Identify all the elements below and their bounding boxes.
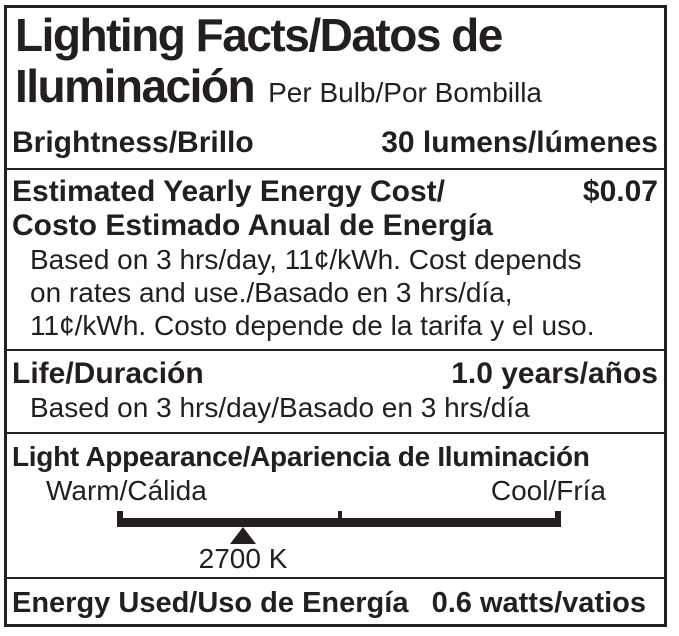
energy-cost-note-line2: on rates and use./Basado en 3 hrs/día, xyxy=(30,277,513,308)
life-value: 1.0 years/años xyxy=(451,357,658,390)
scale-bar xyxy=(117,518,561,527)
life-note: Based on 3 hrs/day/Basado en 3 hrs/día xyxy=(30,392,530,423)
energy-cost-note-line1: Based on 3 hrs/day, 11¢/kWh. Cost depend… xyxy=(30,244,582,275)
energy-cost-note-line3: 11¢/kWh. Costo depende de la tarifa y el… xyxy=(30,310,595,341)
label-title-line1: Lighting Facts/Datos de xyxy=(15,9,503,61)
energy-cost-label-es: Costo Estimado Anual de Energía xyxy=(12,209,493,242)
life-section: Life/Duración 1.0 years/años Based on 3 … xyxy=(7,351,664,434)
energy-cost-label-en: Estimated Yearly Energy Cost/ xyxy=(12,175,445,208)
energy-used-row: Energy Used/Uso de Energía 0.6 watts/vat… xyxy=(7,579,664,624)
kelvin-scale: 2700 K xyxy=(12,507,658,577)
label-header: Lighting Facts/Datos de Iluminación Per … xyxy=(7,8,664,112)
light-appearance-section: Light Appearance/Apariencia de Iluminaci… xyxy=(7,434,664,579)
life-label: Life/Duración xyxy=(12,357,204,390)
marker-triangle-icon xyxy=(230,527,256,544)
kelvin-value: 2700 K xyxy=(198,543,288,574)
energy-used-label: Energy Used/Uso de Energía xyxy=(12,587,409,619)
energy-used-value: 0.6 watts/vatios xyxy=(431,587,646,619)
brightness-value: 30 lumens/lúmenes xyxy=(381,126,658,159)
lighting-facts-label: Lighting Facts/Datos de Iluminación Per … xyxy=(4,5,667,627)
brightness-label: Brightness/Brillo xyxy=(12,126,254,159)
per-bulb-note: Per Bulb/Por Bombilla xyxy=(268,77,542,108)
energy-cost-value: $0.07 xyxy=(582,175,658,208)
brightness-row: Brightness/Brillo 30 lumens/lúmenes xyxy=(7,117,664,170)
warm-label: Warm/Cálida xyxy=(46,475,207,506)
cool-label: Cool/Fría xyxy=(490,475,606,506)
light-appearance-label: Light Appearance/Apariencia de Iluminaci… xyxy=(12,441,590,472)
energy-cost-section: Estimated Yearly Energy Cost/ $0.07 Cost… xyxy=(7,170,664,351)
label-title-line2: Iluminación xyxy=(15,60,256,112)
